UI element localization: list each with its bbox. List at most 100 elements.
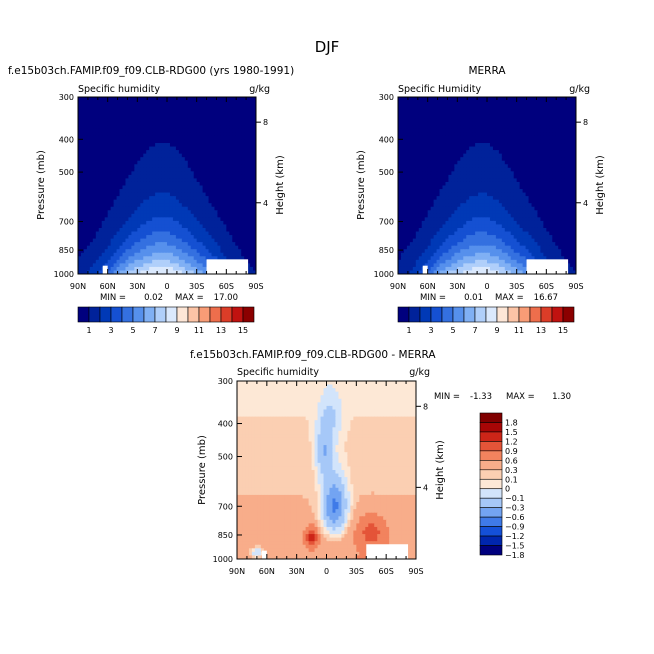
field-cell <box>140 238 144 243</box>
field-cell <box>445 164 450 169</box>
field-cell <box>116 100 121 105</box>
field-cell <box>202 104 207 109</box>
field-cell <box>489 100 494 105</box>
field-cell <box>229 153 233 158</box>
field-cell <box>475 100 479 105</box>
field-cell <box>525 203 530 208</box>
field-cell <box>403 114 408 119</box>
field-cell <box>187 238 192 243</box>
field-cell <box>122 171 127 176</box>
field-cell <box>169 178 174 183</box>
field-cell <box>510 199 515 204</box>
field-cell <box>181 150 186 155</box>
field-cell <box>205 150 210 155</box>
field-cell <box>196 125 201 130</box>
field-cell <box>113 252 118 257</box>
field-cell <box>501 153 506 158</box>
field-cell <box>418 160 423 165</box>
field-cell <box>238 104 242 109</box>
field-cell <box>89 139 94 144</box>
field-cell <box>223 196 227 201</box>
field-cell <box>134 213 138 218</box>
field-cell <box>457 107 461 112</box>
field-cell <box>208 135 213 141</box>
field-cell <box>107 160 112 165</box>
field-cell <box>152 231 156 236</box>
field-cell <box>427 185 432 190</box>
field-cell <box>487 132 491 137</box>
field-cell <box>433 118 438 123</box>
field-cell <box>155 199 159 204</box>
field-cell <box>573 121 576 126</box>
field-cell <box>181 270 186 274</box>
field-cell <box>167 121 171 126</box>
field-cell <box>463 164 467 169</box>
field-cell <box>113 224 118 229</box>
field-cell <box>137 199 141 204</box>
field-cell <box>95 146 100 151</box>
field-cell <box>187 263 192 268</box>
field-cell <box>184 220 189 226</box>
field-cell <box>451 174 455 180</box>
field-cell <box>445 139 450 144</box>
field-cell <box>238 217 242 222</box>
colorbar-label: 5 <box>130 326 135 335</box>
field-cell <box>235 135 239 141</box>
field-cell <box>199 266 204 272</box>
field-cell <box>217 249 221 254</box>
field-cell <box>190 263 195 268</box>
field-cell <box>430 199 435 204</box>
field-cell <box>175 227 180 233</box>
field-cell <box>537 171 541 176</box>
field-cell <box>525 118 530 123</box>
field-cell <box>516 143 521 148</box>
field-cell <box>199 160 204 165</box>
field-cell <box>86 185 91 190</box>
field-cell <box>220 192 224 197</box>
field-cell <box>247 135 251 141</box>
field-cell <box>80 199 85 204</box>
field-cell <box>241 199 245 204</box>
field-cell <box>220 189 224 194</box>
field-cell <box>193 114 198 119</box>
field-cell <box>489 111 494 116</box>
field-cell <box>460 192 464 197</box>
field-cell <box>510 157 515 162</box>
field-cell <box>501 132 506 137</box>
field-cell <box>175 263 180 268</box>
field-cell <box>196 224 201 229</box>
field-cell <box>149 224 153 229</box>
field-cell <box>250 178 254 183</box>
field-cell <box>498 185 503 190</box>
field-cell <box>418 132 423 137</box>
field-cell <box>137 143 141 148</box>
field-cell <box>528 100 533 105</box>
field-cell <box>412 97 417 102</box>
field-cell <box>214 157 219 162</box>
field-cell <box>107 192 112 197</box>
field-cell <box>567 160 571 165</box>
field-cell <box>217 196 221 201</box>
field-cell <box>110 213 115 218</box>
field-cell <box>487 121 491 126</box>
field-cell <box>406 118 411 123</box>
field-cell <box>433 150 438 155</box>
field-cell <box>220 104 224 109</box>
field-cell <box>178 114 183 119</box>
field-cell <box>519 107 524 112</box>
field-cell <box>178 256 183 261</box>
field-cell <box>451 178 455 183</box>
field-cell <box>140 242 144 247</box>
field-cell <box>534 153 539 158</box>
field-cell <box>454 164 458 169</box>
field-cell <box>205 210 210 215</box>
field-cell <box>128 171 132 176</box>
field-cell <box>424 189 429 194</box>
field-cell <box>220 196 224 201</box>
field-cell <box>146 213 150 218</box>
field-cell <box>534 178 539 183</box>
field-cell <box>504 107 509 112</box>
field-cell <box>460 128 464 133</box>
field-cell <box>220 153 224 158</box>
field-cell <box>430 189 435 194</box>
